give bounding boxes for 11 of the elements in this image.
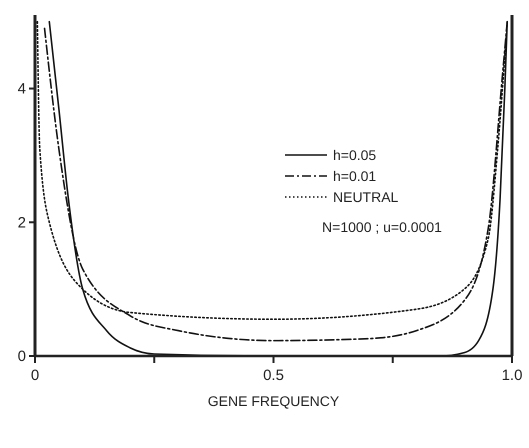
x-tick-label: 0: [30, 367, 40, 384]
x-tick-label: 1.0: [502, 367, 522, 384]
y-tick-label: 2: [18, 214, 26, 232]
annotation: N=1000 ; u=0.0001: [322, 219, 442, 235]
y-tick-label: 0: [18, 348, 26, 365]
legend-label: NEUTRAL: [333, 189, 399, 205]
legend-label: h=0.01: [333, 168, 376, 184]
legend-label: h=0.05: [333, 147, 376, 163]
y-tick-label: 4: [18, 80, 26, 98]
x-tick-label: 0.5: [263, 367, 284, 384]
x-axis-title: GENE FREQUENCY: [208, 393, 340, 409]
